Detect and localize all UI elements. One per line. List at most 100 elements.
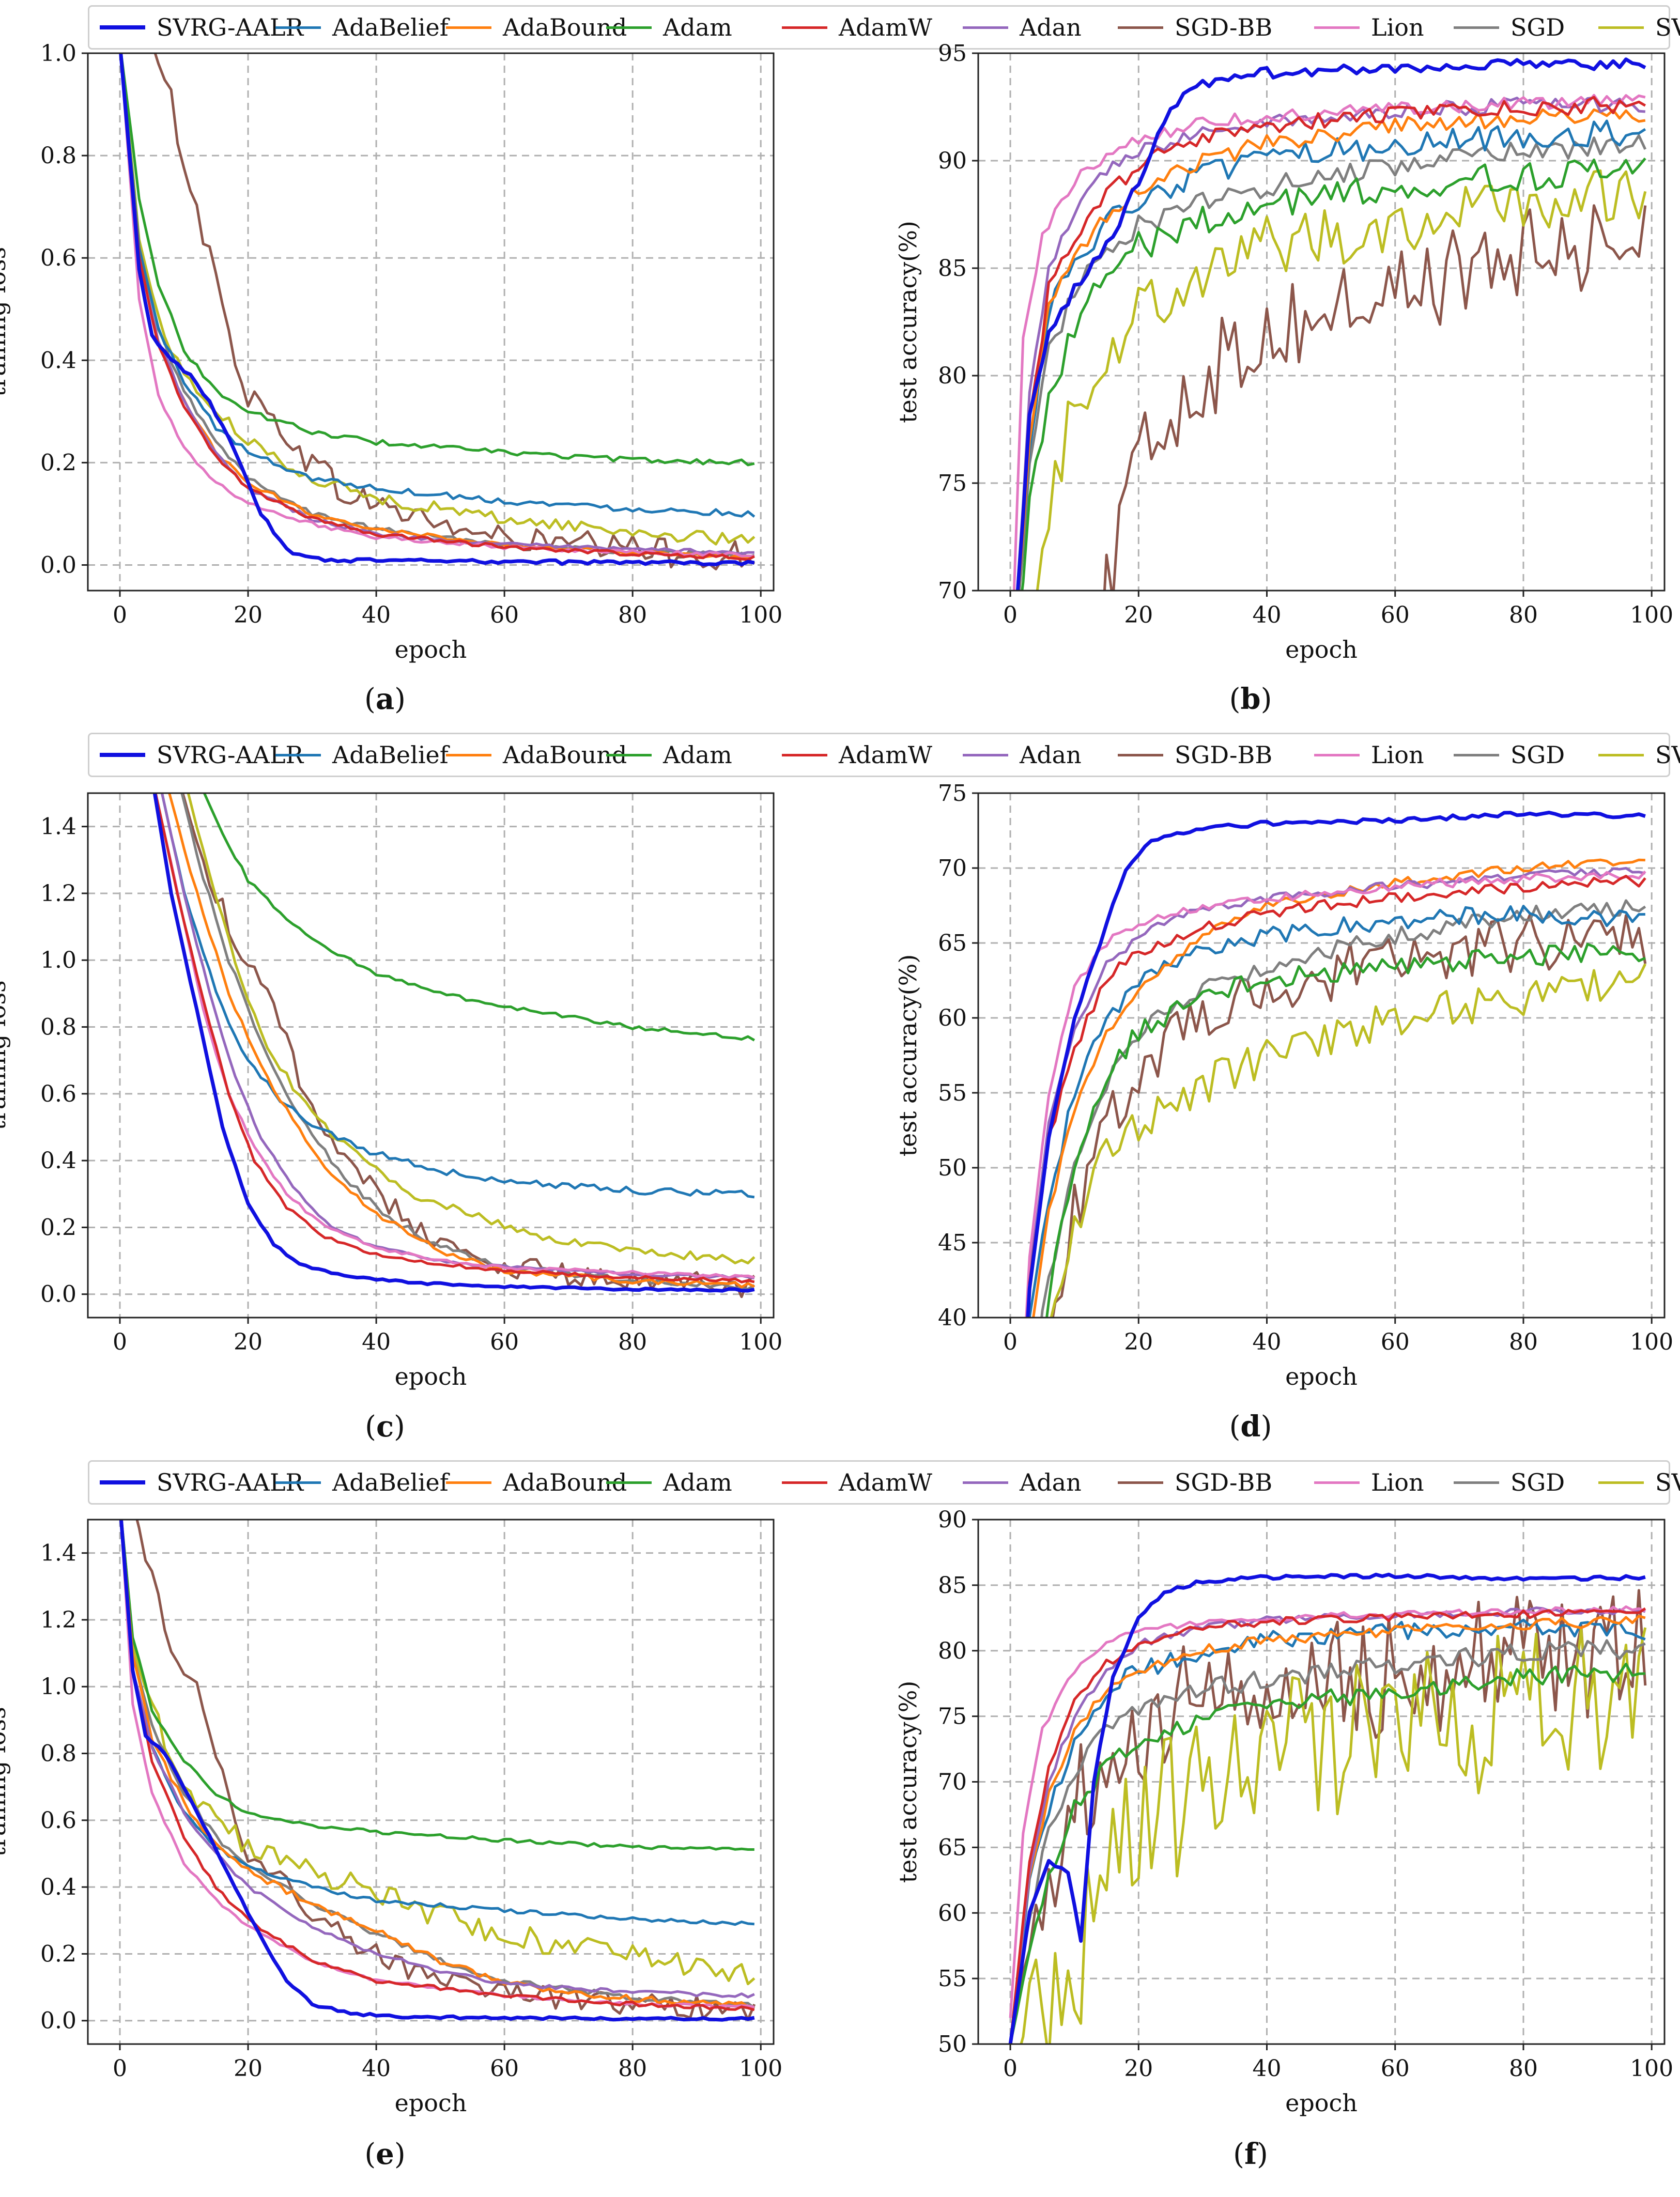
x-tick-label: 20 [234,1329,263,1355]
caption-d: (d) [1229,1410,1272,1444]
x-axis-label: epoch [1285,636,1358,663]
series-line-adabelief [1009,1618,1646,2044]
y-tick-label: 1.0 [40,40,76,67]
x-tick-label: 20 [234,602,263,628]
legend-item: Adam [606,734,732,776]
plot-frame [977,1519,1666,2045]
y-tick-label: 40 [938,1305,967,1331]
x-tick-label: 20 [1124,1329,1153,1355]
legend-label: Adam [663,1468,732,1496]
y-tick-label: 0.4 [40,1874,76,1900]
y-tick-label: 0.4 [40,1148,76,1174]
x-tick-label: 100 [1630,2055,1673,2082]
series-line-sgd-bb [153,53,756,570]
y-tick-label: 0.6 [40,1807,76,1834]
legend-swatch [100,753,145,757]
legend-label: Lion [1371,741,1424,769]
legend-item: Adam [606,7,732,48]
x-tick-label: 60 [1381,1329,1410,1355]
legend-item: Lion [1314,734,1424,776]
y-tick-label: 85 [938,255,967,282]
legend-swatch [1598,753,1644,756]
legend-swatch [446,26,491,29]
y-tick-label: 0.8 [40,1741,76,1767]
legend-item: Adan [963,734,1082,776]
legend-label: SGD [1511,1468,1565,1496]
y-axis-label: training loss [0,247,11,397]
series-line-svrg-aalr [152,793,755,1293]
legend-item: SGD [1454,1462,1565,1503]
legend-swatch [963,1481,1008,1484]
legend-item: SGD [1454,734,1565,776]
legend-swatch [100,1480,145,1484]
x-tick-label: 60 [1381,602,1410,628]
x-tick-label: 80 [618,2055,647,2082]
series-line-svrg-aalr [1008,1572,1646,2044]
legend-swatch [963,26,1008,29]
legend-swatch [606,1481,652,1484]
y-tick-label: 1.2 [40,1607,76,1633]
x-tick-label: 100 [739,602,782,628]
legend-swatch [275,26,321,29]
legend-middle: SVRG-AALR AdaBelief AdaBound Adam AdamW Adan S… [88,733,1680,777]
y-tick-label: 0.0 [40,2008,76,2034]
legend-swatch [446,1481,491,1484]
legend-label: AdamW [839,1468,932,1496]
chart-a: 0 20 40 60 80 100 0.0 0.2 0.4 0.6 0.8 1.0 epoch train… [0,40,782,663]
y-tick-label: 55 [938,1966,967,1992]
y-tick-label: 70 [938,855,967,881]
legend-item: AdamW [782,7,932,48]
legend-item: AdaBelief [275,734,449,776]
legend-label: AdaBelief [332,13,449,41]
y-tick-label: 0.6 [40,1081,76,1107]
x-tick-label: 60 [490,1329,519,1355]
series-line-sgd [1018,134,1647,591]
legend-swatch [606,26,652,29]
x-tick-label: 40 [1253,1329,1282,1355]
legend-item: AdamW [782,1462,932,1503]
x-tick-label: 100 [1630,1329,1673,1355]
y-tick-label: 50 [938,1155,967,1181]
legend-item: SVRG [1598,1462,1680,1503]
chart-e: 0 20 40 60 80 100 0.0 0.2 0.4 0.6 0.8 1.0 1.2 1.4 epoc… [0,1519,782,2117]
series-line-svrg [1050,963,1647,1318]
x-tick-label: 100 [1630,602,1673,628]
series-line-adan [119,53,754,555]
x-tick-label: 0 [1003,602,1018,628]
y-axis-label: training loss [0,1707,11,1856]
chart-c: 0 20 40 60 80 100 0.0 0.2 0.4 0.6 0.8 1.0 1.2 1.4 epoc… [0,792,782,1390]
x-tick-label: 80 [1509,602,1538,628]
legend-swatch [1118,753,1163,756]
y-tick-label: 0.2 [40,450,76,476]
y-tick-label: 50 [938,2031,967,2057]
legend-item: SGD-BB [1118,7,1272,48]
series-line-lion [1012,94,1646,591]
legend-label: Lion [1371,13,1424,41]
y-tick-label: 60 [938,1005,967,1031]
legend-swatch [1598,26,1644,29]
legend-label: SGD-BB [1175,13,1273,41]
legend-item: SGD-BB [1118,734,1272,776]
x-tick-label: 40 [1253,602,1282,628]
series-line-adamw [119,1520,755,2012]
x-axis-label: epoch [395,2089,467,2117]
y-axis-label: training loss [0,980,11,1130]
y-tick-label: 0.4 [40,347,76,374]
series-line-svrg-aalr [119,53,755,567]
series-line-lion [154,793,755,1279]
series-line-adabound [120,1520,755,2009]
y-tick-label: 55 [938,1080,967,1106]
series-line-lion [1025,870,1646,1318]
legend-swatch [1454,753,1499,756]
caption-e: (e) [364,2137,406,2171]
x-tick-label: 40 [362,1329,391,1355]
series-line-adam [1045,942,1646,1318]
legend-item: Lion [1314,1462,1424,1503]
series-line-adabelief [160,793,755,1199]
x-tick-label: 0 [1003,2055,1018,2082]
y-tick-label: 65 [938,930,967,956]
plot-frame [87,52,775,592]
y-tick-label: 90 [938,148,967,174]
legend-item: AdaBelief [275,7,449,48]
x-tick-label: 80 [1509,2055,1538,2082]
